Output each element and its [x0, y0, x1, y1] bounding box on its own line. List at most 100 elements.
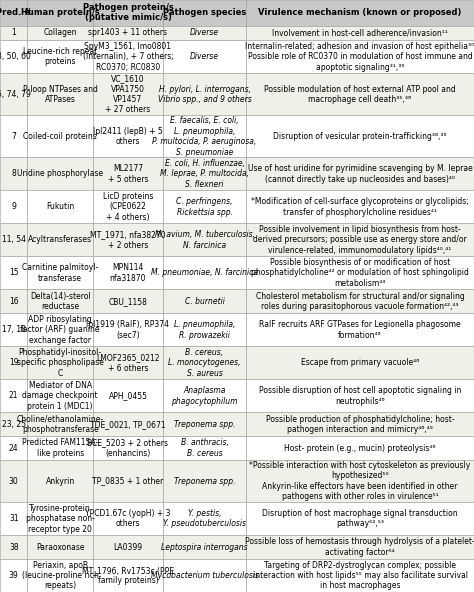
Text: LA0399: LA0399: [113, 543, 143, 552]
Text: 19: 19: [9, 358, 18, 367]
Bar: [27, 535, 93, 559]
Text: Possible disruption of host cell apoptotic signaling in
neutrophils⁴⁶: Possible disruption of host cell apoptot…: [259, 386, 461, 406]
Bar: [163, 25, 246, 40]
Text: Paraoxonase: Paraoxonase: [36, 543, 84, 552]
Text: Predicted FAM115A-
like proteins: Predicted FAM115A- like proteins: [22, 439, 98, 458]
Bar: [163, 115, 246, 157]
Text: L. pneumophila,
R. prowazekii: L. pneumophila, R. prowazekii: [174, 320, 235, 340]
Text: Disruption of vesicular protein-trafficking³⁸,³⁹: Disruption of vesicular protein-traffick…: [273, 132, 447, 141]
Text: APH_0455: APH_0455: [109, 391, 147, 400]
Bar: [27, 436, 93, 460]
Bar: [27, 0, 93, 25]
Text: Pathogen protein/s
(putative mimic/s): Pathogen protein/s (putative mimic/s): [82, 3, 173, 22]
Text: CBU_1158: CBU_1158: [109, 297, 147, 306]
Text: LicD proteins
(CPE0622
+ 4 others): LicD proteins (CPE0622 + 4 others): [103, 192, 153, 222]
Bar: [93, 157, 163, 191]
Text: Virulence mechanism (known or proposed): Virulence mechanism (known or proposed): [258, 8, 462, 17]
Text: Delta(14)-sterol
reductase: Delta(14)-sterol reductase: [30, 292, 91, 311]
Bar: [27, 460, 93, 502]
Text: Possible production of phosphatidylcholine; host-
pathogen interaction and mimic: Possible production of phosphatidylcholi…: [266, 414, 454, 434]
Text: Anaplasma
phagocytophilum: Anaplasma phagocytophilum: [171, 386, 238, 406]
Bar: [0, 535, 27, 559]
Text: 38: 38: [9, 543, 18, 552]
Text: Phosphatidyl-inositol-
specific phospholipase
C: Phosphatidyl-inositol- specific phosphol…: [17, 348, 104, 378]
Text: Diverse: Diverse: [190, 28, 219, 37]
Bar: [0, 460, 27, 502]
Bar: [246, 191, 474, 224]
Text: Possible modulation of host external ATP pool and
macrophage cell death³⁵,³⁶: Possible modulation of host external ATP…: [264, 85, 456, 104]
Bar: [93, 256, 163, 289]
Text: MPN114
nfa31870: MPN114 nfa31870: [109, 263, 146, 283]
Bar: [93, 460, 163, 502]
Text: 17, 18: 17, 18: [2, 326, 26, 334]
Bar: [93, 559, 163, 592]
Text: *Possible interaction with host cytoskeleton as previously
hypothesized⁵⁰
Ankyri: *Possible interaction with host cytoskel…: [249, 461, 471, 501]
Text: Cholesterol metabolism for structural and/or signaling
roles during parasitophor: Cholesterol metabolism for structural an…: [255, 292, 465, 311]
Bar: [0, 256, 27, 289]
Text: 1: 1: [11, 28, 16, 37]
Text: Carnitine palmitoyl-
transferase: Carnitine palmitoyl- transferase: [22, 263, 98, 283]
Text: VC_1610
VPA1750
VP1457
+ 27 others: VC_1610 VPA1750 VP1457 + 27 others: [105, 74, 151, 114]
Text: Leucine-rich repeat
proteins: Leucine-rich repeat proteins: [23, 47, 97, 66]
Text: Pred. #: Pred. #: [0, 8, 31, 17]
Text: B. cereus,
L. monocytogenes,
S. aureus: B. cereus, L. monocytogenes, S. aureus: [168, 348, 241, 378]
Bar: [246, 412, 474, 436]
Text: Uridine phosphorylase: Uridine phosphorylase: [17, 169, 103, 179]
Text: Acyltransferases: Acyltransferases: [28, 236, 92, 244]
Bar: [0, 224, 27, 256]
Bar: [163, 460, 246, 502]
Bar: [93, 0, 163, 25]
Bar: [163, 559, 246, 592]
Text: TP_0835 + 1 other: TP_0835 + 1 other: [92, 477, 164, 485]
Bar: [27, 559, 93, 592]
Bar: [163, 436, 246, 460]
Text: Fukutin: Fukutin: [46, 202, 74, 211]
Bar: [93, 502, 163, 535]
Bar: [163, 379, 246, 412]
Text: 16: 16: [9, 297, 18, 306]
Text: M. pneumoniae, N. farcinica: M. pneumoniae, N. farcinica: [151, 269, 258, 278]
Bar: [246, 115, 474, 157]
Text: Use of host uridine for pyrimidine scavenging by M. leprae
(cannot directly take: Use of host uridine for pyrimidine scave…: [247, 165, 473, 184]
Bar: [246, 289, 474, 313]
Text: P-loop NTPases and
ATPases: P-loop NTPases and ATPases: [23, 85, 98, 104]
Bar: [0, 289, 27, 313]
Text: C. burnetii: C. burnetii: [184, 297, 225, 306]
Bar: [0, 379, 27, 412]
Bar: [163, 256, 246, 289]
Text: lpl1919 (RalF), RP374
(sec7): lpl1919 (RalF), RP374 (sec7): [86, 320, 170, 340]
Bar: [27, 412, 93, 436]
Bar: [0, 115, 27, 157]
Text: YPCD1.67c (yopH) + 3
others: YPCD1.67c (yopH) + 3 others: [85, 509, 171, 529]
Bar: [163, 73, 246, 115]
Text: spr1403 + 11 others: spr1403 + 11 others: [89, 28, 167, 37]
Bar: [93, 289, 163, 313]
Text: Collagen: Collagen: [44, 28, 77, 37]
Text: 21: 21: [9, 391, 18, 400]
Bar: [246, 224, 474, 256]
Bar: [246, 535, 474, 559]
Bar: [246, 40, 474, 73]
Bar: [0, 73, 27, 115]
Bar: [93, 436, 163, 460]
Text: 8: 8: [11, 169, 16, 179]
Bar: [0, 25, 27, 40]
Bar: [27, 115, 93, 157]
Text: Tyrosine-protein
phosphatase non-
receptor type 20: Tyrosine-protein phosphatase non- recept…: [26, 504, 95, 533]
Text: lpl2411 (lepB) + 5
others: lpl2411 (lepB) + 5 others: [93, 127, 163, 146]
Text: Host- protein (e.g., mucin) proteolysis⁴⁶: Host- protein (e.g., mucin) proteolysis⁴…: [284, 443, 436, 453]
Text: H. pylori, L. interrogans,
Vibrio spp., and 9 others: H. pylori, L. interrogans, Vibrio spp., …: [158, 85, 251, 104]
Text: Treponema spp.: Treponema spp.: [174, 420, 235, 429]
Bar: [93, 379, 163, 412]
Bar: [0, 313, 27, 346]
Text: ML2177
+ 5 others: ML2177 + 5 others: [108, 165, 148, 184]
Bar: [93, 346, 163, 379]
Bar: [27, 256, 93, 289]
Bar: [93, 412, 163, 436]
Bar: [163, 0, 246, 25]
Text: Choline/ethanolamine-
phosphotransferase: Choline/ethanolamine- phosphotransferase: [17, 414, 104, 434]
Text: BCE_5203 + 2 others
(enhancins): BCE_5203 + 2 others (enhancins): [88, 439, 168, 458]
Text: Possible involvement in lipid biosynthesis from host-
derived precursors; possib: Possible involvement in lipid biosynthes…: [253, 225, 467, 255]
Text: Escape from primary vacuole⁴⁶: Escape from primary vacuole⁴⁶: [301, 358, 419, 367]
Bar: [0, 157, 27, 191]
